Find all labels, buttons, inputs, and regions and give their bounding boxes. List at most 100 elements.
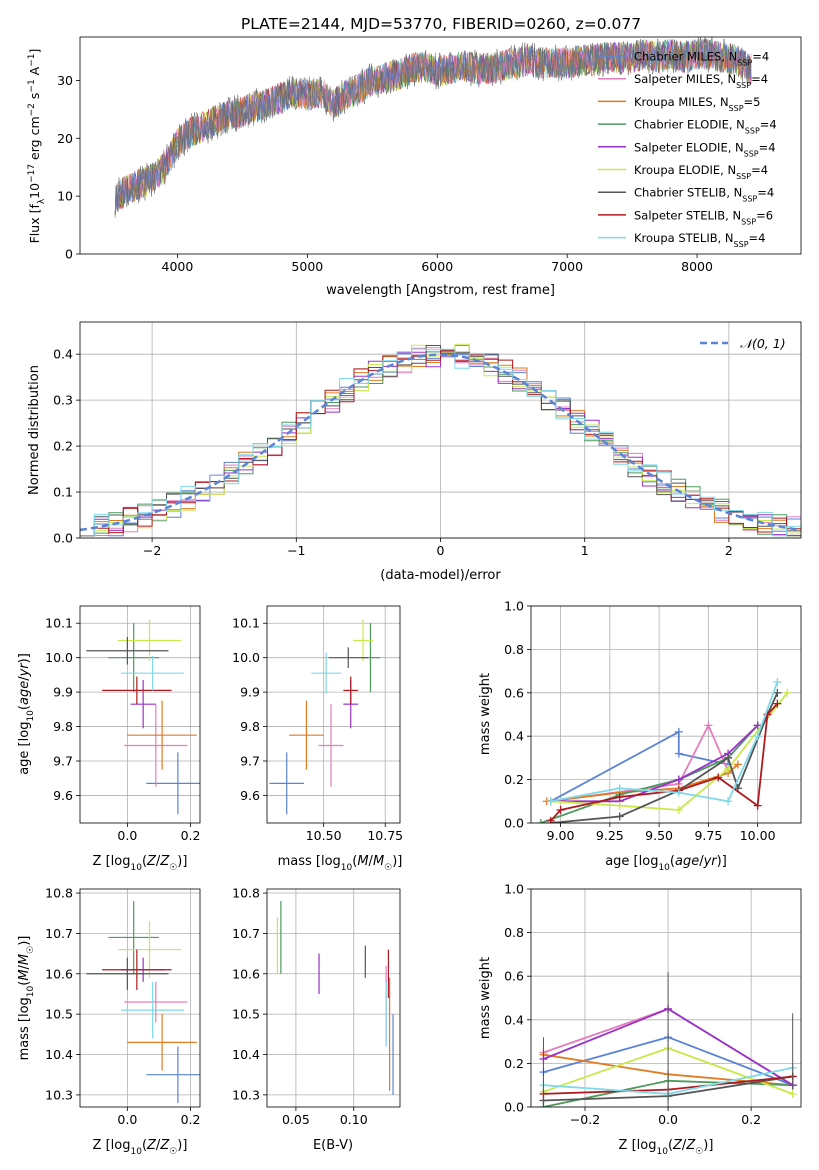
y-tick-label: 10.4: [45, 1047, 73, 1062]
y-tick-label: 10.8: [45, 886, 73, 901]
plot-area: [276, 901, 394, 1095]
legend-entry: Salpeter STELIB, NSSP=6: [634, 208, 773, 226]
panel-spectrum: 4000 5000 6000 7000 8000 0 10 20 30 wavelength [A…: [27, 36, 802, 298]
x-tick-label: 9.75: [694, 828, 722, 843]
y-tick-label: 0.0: [504, 816, 524, 831]
y-tick-label: 9.8: [240, 719, 260, 734]
histogram-step-kroupa-stelib: [80, 348, 801, 537]
y-tick-label: 10.6: [232, 966, 260, 981]
errorbar-point-chabrier-elodie: [108, 901, 159, 974]
axes-frame: [530, 605, 802, 824]
plot-area: [86, 901, 200, 1103]
panel-weight-vs-z: −0.2 0.0 0.2 0.0 0.2 0.4 0.6 0.8 1.0 Z [log10(Z/Z…: [478, 882, 802, 1157]
plot-area: [86, 619, 200, 815]
x-tick-label: −0.2: [570, 1112, 600, 1127]
x-tick-label: 0.05: [282, 1112, 310, 1127]
normal-reference-curve: [80, 353, 799, 532]
panel-mass-vs-z: 0.0 0.2 10.3 10.4 10.5 10.6 10.7 10.8 Z [log10(Z…: [17, 886, 201, 1157]
axes-frame: [79, 36, 802, 255]
axes-frame: [79, 321, 802, 539]
y-tick-label: 0.8: [504, 642, 524, 657]
x-tick-label: 9.50: [645, 828, 673, 843]
x-tick-label: 10.00: [740, 828, 776, 843]
legend-entry: Salpeter MILES, NSSP=4: [634, 72, 768, 90]
errorbar-point-kroupa-miles: [127, 700, 197, 770]
panel-age-vs-mass: 10.50 10.75 9.6 9.7 9.8 9.9 10.0 10.1 mass [log1…: [232, 605, 403, 873]
legend-entry: 𝒩(0, 1): [740, 336, 786, 351]
y-tick-label: 30: [57, 73, 73, 88]
x-tick-label: 0.0: [658, 1112, 678, 1127]
x-axis-label: mass [log10(M/M☉)]: [278, 854, 403, 873]
x-axis-label: Z [log10(Z/Z☉)]: [93, 1138, 188, 1157]
y-tick-label: 10.8: [232, 886, 260, 901]
y-tick-label: 0.6: [504, 969, 524, 984]
legend-entry: Chabrier MILES, NSSP=4: [634, 50, 769, 68]
y-tick-label: 10.4: [232, 1047, 260, 1062]
y-axis-label: mass [log10(M/M☉)]: [17, 936, 36, 1061]
errorbar-point-salpeter-stelib: [343, 676, 359, 705]
spectrum-line-chabrier-stelib: [114, 39, 752, 216]
y-tick-label: 10.0: [232, 650, 260, 665]
plot-area: [269, 619, 381, 815]
axes-frame: [79, 888, 201, 1108]
spectrum-line-chabrier-miles: [114, 39, 752, 216]
y-tick-label: 9.9: [240, 685, 260, 700]
x-axis-label: wavelength [Angstrom, rest frame]: [326, 283, 555, 298]
y-tick-label: 0.2: [504, 772, 524, 787]
y-tick-label: 20: [57, 131, 73, 146]
plot-area: [114, 37, 752, 219]
y-axis-label: Flux [fλ10−17 erg cm−2 s−1 A−1]: [27, 49, 47, 244]
x-tick-label: 0.0: [117, 1112, 137, 1127]
errorbar-point-kroupa-elodie: [353, 619, 373, 662]
spectrum-data-line: [114, 37, 752, 219]
series-salpeter-miles: [546, 721, 733, 806]
y-tick-label: 10: [57, 189, 73, 204]
axes-frame: [530, 888, 802, 1108]
y-axis-label: mass weight: [478, 957, 493, 1039]
y-tick-label: 0.8: [504, 925, 524, 940]
errorbar-point-kroupa-stelib: [121, 981, 185, 1039]
panel-age-vs-z: 0.0 0.2 9.6 9.7 9.8 9.9 10.0 10.1 Z [log10(Z/Z☉)…: [17, 605, 201, 873]
y-tick-label: 0.4: [504, 729, 524, 744]
y-tick-label: 10.7: [232, 926, 260, 941]
errorbar-point-kroupa-miles: [289, 700, 324, 770]
x-tick-label: 10.50: [306, 828, 342, 843]
errorbar-point-chabrier-stelib: [328, 647, 368, 668]
x-tick-label: 0.2: [181, 828, 201, 843]
axes-frame: [266, 888, 401, 1108]
errorbar-point-kroupa-stelib: [121, 655, 185, 691]
y-tick-label: 0.6: [504, 685, 524, 700]
y-tick-label: 0: [65, 247, 73, 262]
x-tick-label: 8000: [681, 259, 713, 274]
y-tick-label: 1.0: [504, 599, 524, 614]
y-tick-label: 10.1: [45, 616, 73, 631]
axes-frame: [79, 605, 201, 824]
series-salpeter-stelib: [546, 699, 782, 823]
legend-entry: Chabrier STELIB, NSSP=4: [634, 186, 774, 204]
errorbar-point-chabrier-miles: [269, 752, 304, 815]
y-tick-label: 9.7: [240, 754, 260, 769]
y-tick-label: 9.6: [240, 788, 260, 803]
x-tick-label: 0.0: [117, 828, 137, 843]
y-tick-label: 9.9: [53, 685, 73, 700]
errorbar-point-salpeter-miles: [124, 981, 188, 1023]
x-axis-label: Z [log10(Z/Z☉)]: [619, 1138, 714, 1157]
x-tick-label: 5000: [291, 259, 323, 274]
y-tick-label: 10.6: [45, 966, 73, 981]
errorbar-point-chabrier-miles: [146, 1046, 200, 1103]
x-tick-label: −2: [143, 543, 161, 558]
y-tick-label: 9.8: [53, 719, 73, 734]
axes-frame: [266, 605, 401, 824]
y-tick-label: 1.0: [504, 882, 524, 897]
x-tick-label: 2: [725, 543, 733, 558]
errorbar-point-salpeter-stelib: [102, 949, 172, 990]
errorbar-point-kroupa-stelib: [311, 652, 341, 694]
x-axis-label: Z [log10(Z/Z☉)]: [93, 854, 188, 873]
legend-entry: Kroupa STELIB, NSSP=4: [634, 231, 765, 249]
series-kroupa-stelib: [546, 677, 782, 806]
errorbar-point-kroupa-elodie: [117, 619, 182, 662]
errorbar-point-chabrier-stelib: [86, 637, 169, 665]
x-tick-label: 1: [581, 543, 589, 558]
y-tick-label: 0.3: [53, 393, 73, 408]
